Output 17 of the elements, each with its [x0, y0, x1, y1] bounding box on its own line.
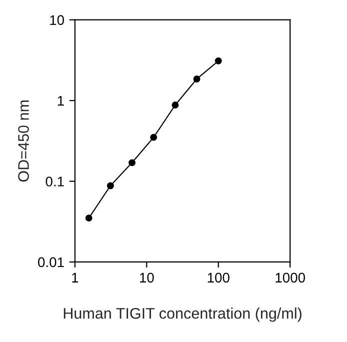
y-tick-label: 10	[50, 15, 64, 26]
x-tick-label: 1	[72, 272, 78, 282]
y-axis-title: OD=450 nm	[18, 100, 29, 182]
y-tick-label: 0.1	[46, 176, 64, 186]
y-tick-label: 1	[58, 96, 64, 106]
x-tick-label: 1000	[276, 272, 305, 283]
point	[106, 182, 114, 190]
point	[150, 134, 158, 141]
x-tick-label: 100	[208, 272, 230, 283]
point	[172, 102, 179, 108]
x-axis-title: Human TIGIT concentration (ng/ml)	[64, 308, 302, 322]
x-tick-label: 10	[140, 272, 154, 283]
point	[214, 57, 222, 64]
point	[128, 159, 136, 166]
point	[193, 76, 200, 82]
point	[85, 214, 92, 222]
y-tick-label: 0.01	[38, 257, 64, 268]
